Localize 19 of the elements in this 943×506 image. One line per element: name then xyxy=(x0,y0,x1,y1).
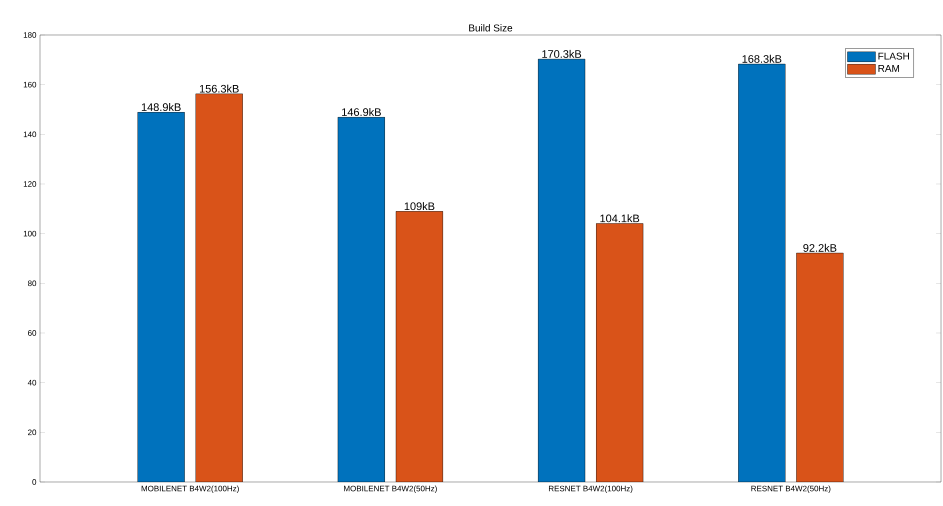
bar xyxy=(796,252,844,482)
bar xyxy=(338,116,385,482)
data-label: 168.3kB xyxy=(742,54,782,63)
bar xyxy=(538,58,586,482)
bar xyxy=(596,223,644,482)
bar xyxy=(196,94,243,482)
data-label: 156.3kB xyxy=(200,84,239,93)
data-label: 104.1kB xyxy=(600,214,640,222)
bar xyxy=(396,211,444,482)
data-label: 146.9kB xyxy=(342,108,381,116)
chart-title: Build Size xyxy=(469,24,512,32)
bar xyxy=(138,112,185,482)
data-label: 92.2kB xyxy=(803,244,836,252)
data-label: 170.3kB xyxy=(542,50,582,58)
data-label: 148.9kB xyxy=(142,102,181,112)
legend-label: RAM xyxy=(878,65,899,72)
legend-label: FLASH xyxy=(878,52,909,60)
data-label: 109kB xyxy=(404,202,434,210)
bar xyxy=(738,64,786,482)
